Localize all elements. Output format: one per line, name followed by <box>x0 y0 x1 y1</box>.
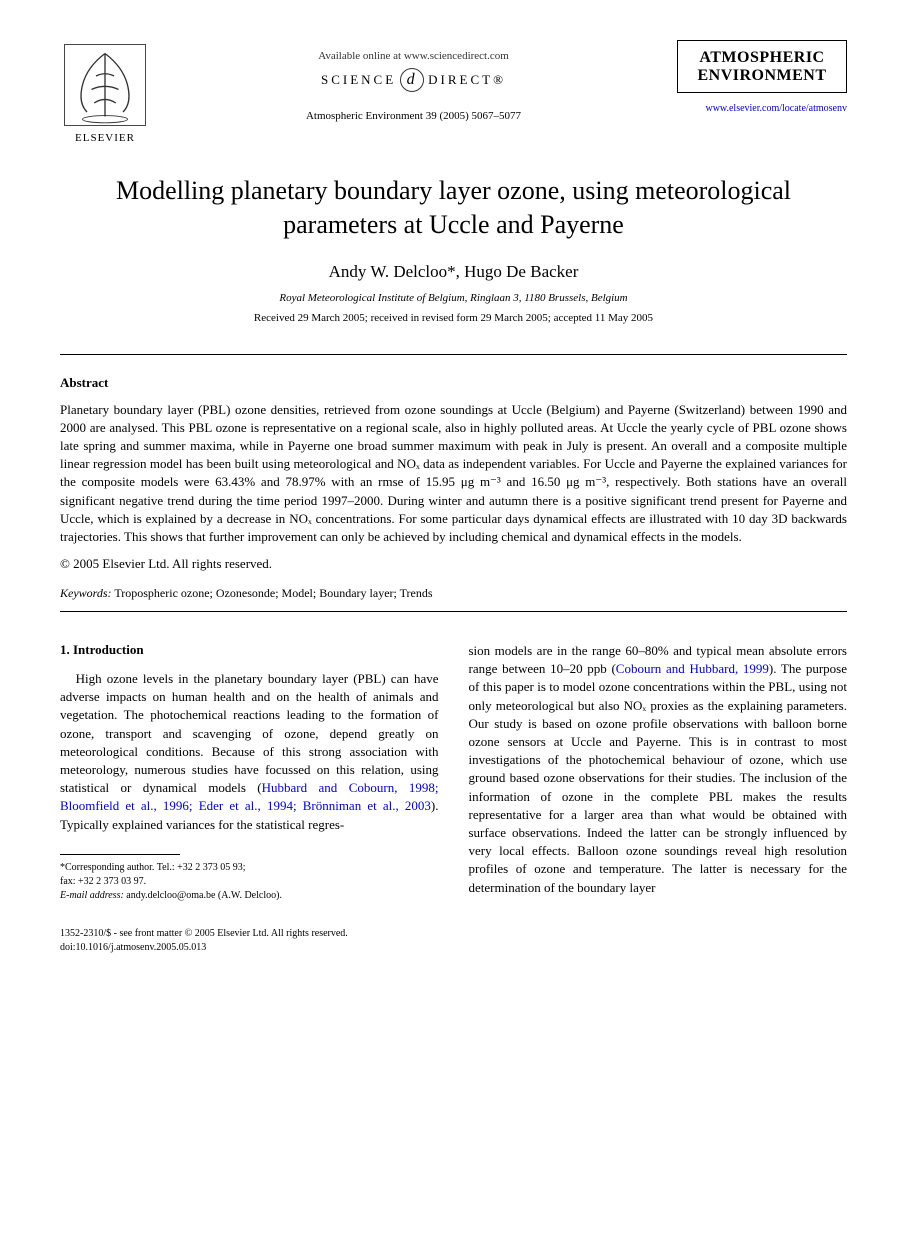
publisher-block: ELSEVIER <box>60 40 150 144</box>
keywords: Keywords: Tropospheric ozone; Ozonesonde… <box>60 586 847 601</box>
sd-text-left: SCIENCE <box>321 72 396 88</box>
journal-url[interactable]: www.elsevier.com/locate/atmosenv <box>677 103 847 114</box>
intro-text-2b: ). The purpose of this paper is to model… <box>469 661 848 894</box>
authors: Andy W. Delcloo*, Hugo De Backer <box>60 262 847 282</box>
intro-paragraph-right: sion models are in the range 60–80% and … <box>469 642 848 897</box>
footer-line1: 1352-2310/$ - see front matter © 2005 El… <box>60 927 847 941</box>
affiliation: Royal Meteorological Institute of Belgiu… <box>60 292 847 304</box>
article-title: Modelling planetary boundary layer ozone… <box>100 174 807 242</box>
page-header: ELSEVIER Available online at www.science… <box>60 40 847 144</box>
abstract-body: Planetary boundary layer (PBL) ozone den… <box>60 401 847 547</box>
corr-label: *Corresponding author. Tel.: <box>60 862 177 873</box>
corresponding-author-footnote: *Corresponding author. Tel.: +32 2 373 0… <box>60 861 439 903</box>
citation-2[interactable]: Cobourn and Hubbard, 1999 <box>616 661 769 676</box>
article-dates: Received 29 March 2005; received in revi… <box>60 312 847 324</box>
publisher-name: ELSEVIER <box>60 132 150 144</box>
journal-name-line1: ATMOSPHERIC <box>688 49 836 67</box>
column-right: sion models are in the range 60–80% and … <box>469 642 848 903</box>
email-address: andy.delcloo@oma.be (A.W. Delcloo). <box>124 890 282 901</box>
journal-name-line2: ENVIRONMENT <box>688 67 836 85</box>
email-label: E-mail address: <box>60 890 124 901</box>
sd-circle-icon: d <box>400 68 424 92</box>
rule-bottom <box>60 611 847 612</box>
rule-top <box>60 354 847 355</box>
header-center: Available online at www.sciencedirect.co… <box>150 40 677 122</box>
sd-text-right: DIRECT® <box>428 72 506 88</box>
section-1-heading: 1. Introduction <box>60 642 439 658</box>
column-left: 1. Introduction High ozone levels in the… <box>60 642 439 903</box>
keywords-label: Keywords: <box>60 586 112 600</box>
fax-number: +32 2 373 03 97. <box>78 876 146 887</box>
page-footer: 1352-2310/$ - see front matter © 2005 El… <box>60 927 847 955</box>
abstract-copyright: © 2005 Elsevier Ltd. All rights reserved… <box>60 556 847 572</box>
footnote-rule <box>60 854 180 855</box>
intro-text-1a: High ozone levels in the planetary bound… <box>60 671 439 795</box>
footer-line2: doi:10.1016/j.atmosenv.2005.05.013 <box>60 941 847 955</box>
corr-tel: +32 2 373 05 93; <box>177 862 245 873</box>
journal-title-box: ATMOSPHERIC ENVIRONMENT <box>677 40 847 93</box>
science-direct-logo: SCIENCE d DIRECT® <box>321 68 506 92</box>
journal-citation: Atmospheric Environment 39 (2005) 5067–5… <box>150 110 677 122</box>
fax-label: fax: <box>60 876 78 887</box>
journal-block: ATMOSPHERIC ENVIRONMENT www.elsevier.com… <box>677 40 847 114</box>
abstract-heading: Abstract <box>60 375 847 391</box>
elsevier-tree-icon <box>60 40 150 130</box>
intro-paragraph-left: High ozone levels in the planetary bound… <box>60 670 439 834</box>
available-online-text: Available online at www.sciencedirect.co… <box>150 50 677 62</box>
keywords-text: Tropospheric ozone; Ozonesonde; Model; B… <box>112 586 433 600</box>
body-columns: 1. Introduction High ozone levels in the… <box>60 642 847 903</box>
